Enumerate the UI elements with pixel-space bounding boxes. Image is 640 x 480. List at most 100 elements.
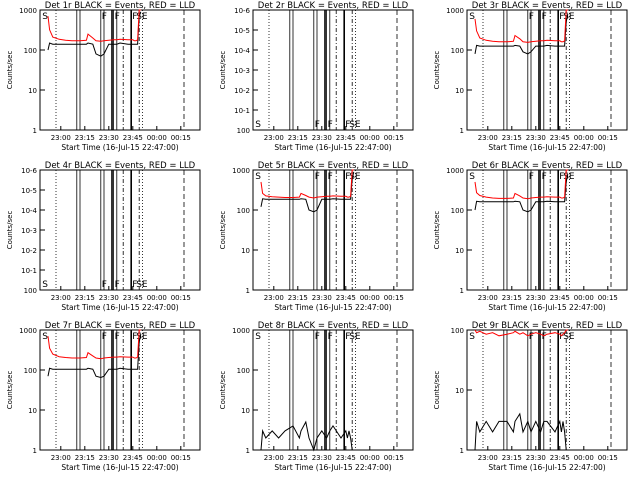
event-annotation: F — [102, 280, 107, 290]
x-tick-label: 23:30 — [312, 294, 332, 302]
x-tick-label: 00:00 — [360, 134, 380, 142]
event-annotation: F — [345, 172, 350, 182]
event-annotation: F — [132, 280, 137, 290]
x-tick-label: 23:15 — [502, 454, 522, 462]
y-tick-label: 1000 — [232, 327, 250, 335]
x-tick-label: 23:00 — [264, 294, 284, 302]
panel-title: Det 5r BLACK = Events, RED = LLD — [258, 161, 409, 171]
y-tick-label: 100 — [24, 47, 37, 55]
event-annotation: SE — [136, 12, 148, 22]
x-axis-label: Start Time (16-Jul-15 22:47:00) — [488, 463, 605, 472]
y-tick-label: 10-2 — [234, 87, 250, 95]
panel-7: Det 7r BLACK = Events, RED = LLD Counts/s… — [6, 321, 201, 472]
event-annotation: F — [542, 172, 547, 182]
events-series-line — [474, 412, 568, 451]
x-tick-label: 23:30 — [99, 454, 119, 462]
y-tick-label: 1 — [460, 127, 464, 135]
event-annotation: SE — [349, 332, 361, 342]
plot-frame — [466, 9, 628, 131]
y-tick-label: 10 — [241, 247, 250, 255]
x-axis-label: Start Time (16-Jul-15 22:47:00) — [274, 143, 391, 152]
y-axis-label: Counts/sec — [219, 371, 227, 410]
x-axis-label: Start Time (16-Jul-15 22:47:00) — [274, 463, 391, 472]
x-tick-label: 23:00 — [264, 454, 284, 462]
panel-1: Det 1r BLACK = Events, RED = LLD Counts/s… — [6, 1, 201, 152]
x-tick-label: 00:00 — [574, 454, 594, 462]
x-axis-label: Start Time (16-Jul-15 22:47:00) — [488, 303, 605, 312]
x-tick-label: 23:00 — [51, 294, 71, 302]
events-series-line — [47, 11, 142, 57]
x-tick-label: 00:15 — [384, 134, 404, 142]
event-annotation: SE — [136, 280, 148, 290]
y-axis-label: Counts/sec — [219, 211, 227, 250]
x-tick-label: 00:00 — [574, 134, 594, 142]
event-annotation: SE — [349, 172, 361, 182]
x-tick-label: 23:00 — [51, 454, 71, 462]
y-tick-label: 10-3 — [21, 227, 37, 235]
event-annotation: F — [345, 120, 350, 130]
events-series-line — [474, 173, 569, 213]
y-tick-label: 1 — [460, 447, 464, 455]
x-tick-label: 23:45 — [336, 294, 356, 302]
event-annotation: F — [559, 332, 564, 342]
event-annotation: F — [315, 332, 320, 342]
y-tick-label: 1 — [33, 127, 37, 135]
event-annotation: SE — [136, 332, 148, 342]
x-tick-label: 00:00 — [360, 454, 380, 462]
y-tick-label: 10-1 — [234, 107, 250, 115]
x-tick-label: 00:00 — [147, 294, 167, 302]
y-axis-label: Counts/sec — [219, 51, 227, 90]
x-tick-label: 23:45 — [550, 134, 570, 142]
y-tick-label: 10 — [455, 87, 464, 95]
event-annotation: SE — [563, 12, 575, 22]
x-tick-label: 00:15 — [171, 134, 191, 142]
event-annotation: F — [102, 332, 107, 342]
x-tick-label: 00:00 — [574, 294, 594, 302]
event-annotation: F — [328, 332, 333, 342]
x-tick-label: 23:00 — [478, 134, 498, 142]
events-series-line — [47, 333, 142, 379]
y-axis-label: Counts/sec — [433, 211, 441, 250]
panel-title: Det 6r BLACK = Events, RED = LLD — [472, 161, 623, 171]
plot-frame — [252, 169, 414, 291]
x-tick-label: 23:45 — [336, 454, 356, 462]
x-tick-label: 00:15 — [598, 294, 618, 302]
event-annotation: S — [42, 12, 48, 22]
lld-series-line — [474, 9, 568, 43]
event-annotation: F — [315, 172, 320, 182]
event-annotation: F — [328, 120, 333, 130]
x-tick-label: 23:30 — [99, 134, 119, 142]
event-annotation: SE — [563, 332, 575, 342]
panel-title: Det 2r BLACK = Events, RED = LLD — [258, 1, 409, 11]
y-tick-label: 1 — [246, 447, 250, 455]
y-tick-label: 1 — [460, 287, 464, 295]
x-axis-label: Start Time (16-Jul-15 22:47:00) — [61, 303, 178, 312]
x-tick-label: 23:00 — [478, 454, 498, 462]
x-tick-label: 00:15 — [598, 454, 618, 462]
event-annotation: F — [115, 12, 120, 22]
x-tick-label: 23:30 — [526, 134, 546, 142]
panel-3: Det 3r BLACK = Events, RED = LLD Counts/s… — [433, 1, 628, 152]
plot-frame — [39, 329, 201, 451]
y-tick-label: 1000 — [19, 7, 37, 15]
event-annotation: F — [529, 172, 534, 182]
event-annotation: F — [559, 12, 564, 22]
events-series-line — [260, 420, 354, 452]
event-annotation: S — [255, 120, 261, 130]
x-axis-label: Start Time (16-Jul-15 22:47:00) — [274, 303, 391, 312]
event-annotation: S — [469, 12, 475, 22]
y-tick-label: 1000 — [446, 167, 464, 175]
event-annotation: F — [542, 332, 547, 342]
event-annotation: F — [315, 120, 320, 130]
x-tick-label: 23:00 — [264, 134, 284, 142]
x-tick-label: 00:15 — [384, 454, 404, 462]
y-tick-label: 10-3 — [234, 67, 250, 75]
x-axis-label: Start Time (16-Jul-15 22:47:00) — [61, 463, 178, 472]
event-annotation: F — [102, 12, 107, 22]
lld-series-line — [47, 329, 141, 360]
x-tick-label: 00:15 — [598, 134, 618, 142]
y-tick-label: 10-2 — [21, 247, 37, 255]
events-series-line — [474, 13, 569, 55]
x-tick-label: 23:45 — [123, 294, 143, 302]
